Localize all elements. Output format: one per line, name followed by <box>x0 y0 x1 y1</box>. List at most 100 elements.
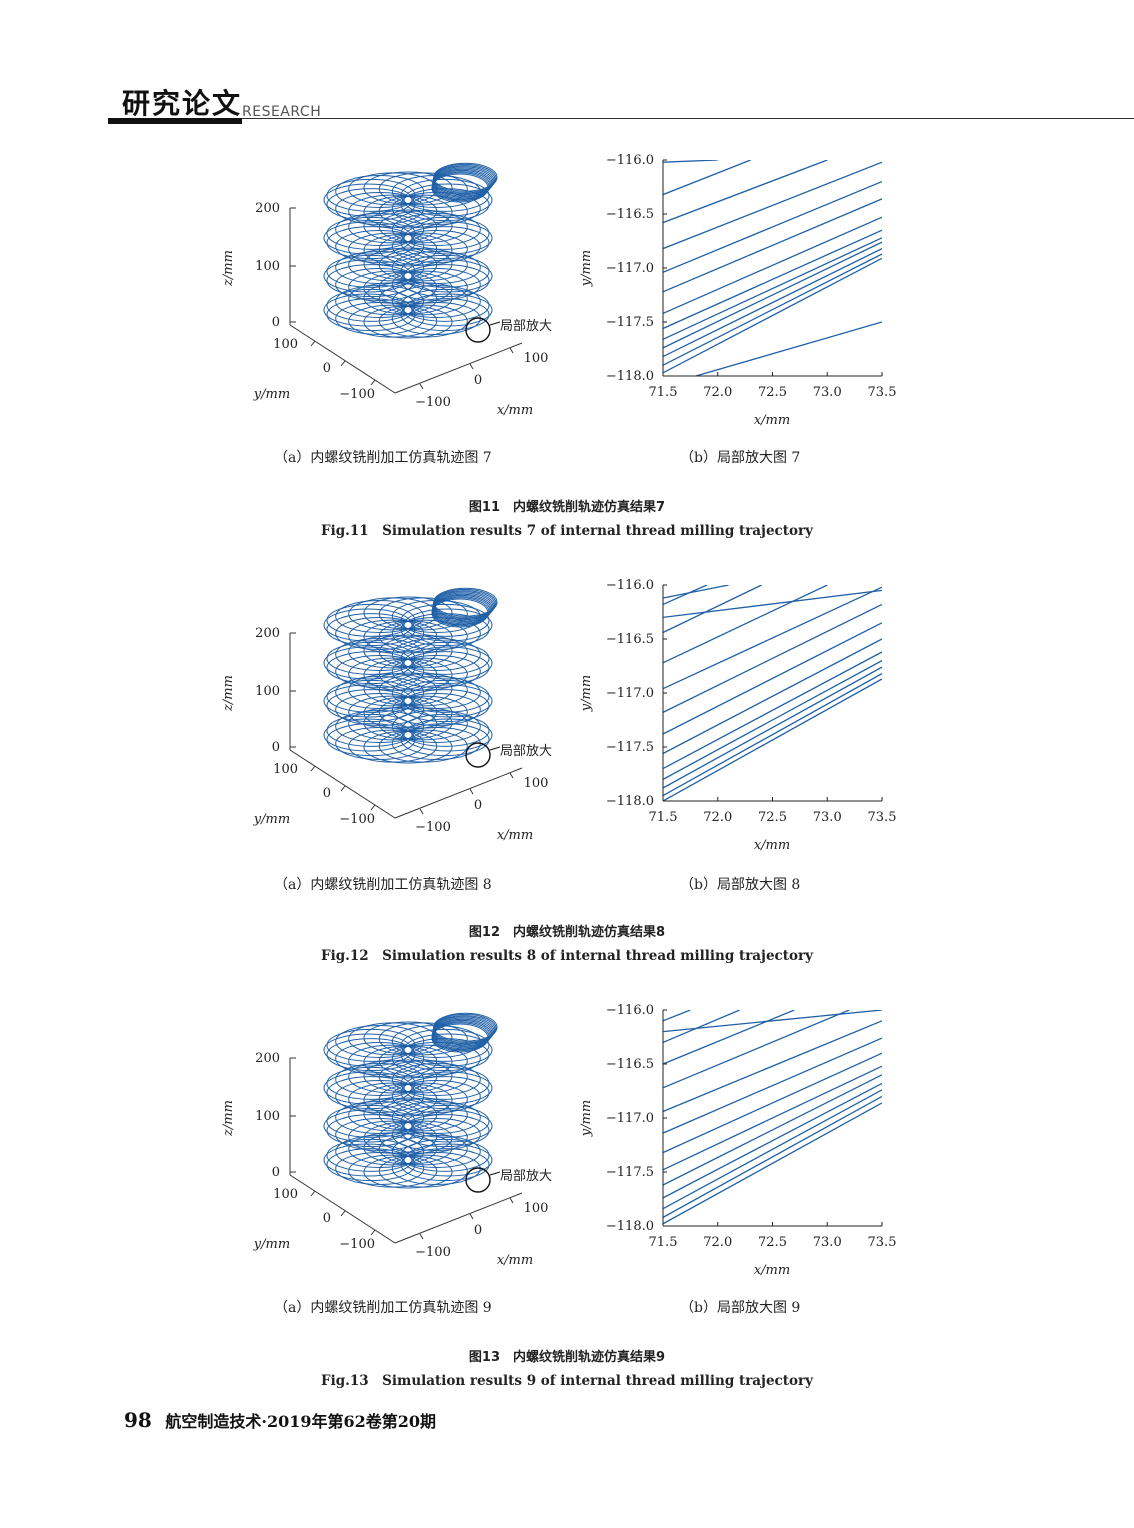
figure-caption-cn: 图11 内螺纹铣削轨迹仿真结果7 <box>468 500 666 515</box>
helix-loop <box>323 684 413 718</box>
x-tick-label: 73.5 <box>868 810 897 825</box>
helix-loop <box>378 1060 468 1094</box>
y-axis-label: y/mm <box>579 1100 594 1137</box>
y-axis-line <box>289 324 396 394</box>
series-line-13 <box>663 1102 882 1225</box>
journal-info: 航空制造技术·2019年第62卷第20期 <box>165 1412 437 1431</box>
z-tick-label: 200 <box>255 626 280 641</box>
y-tick-label: −100 <box>339 1237 375 1252</box>
helix-loop <box>400 216 490 250</box>
x-axis-label: x/mm <box>754 1263 790 1278</box>
series-line-11 <box>663 673 882 797</box>
x-tick <box>469 1213 474 1220</box>
helix-loop <box>391 1135 481 1168</box>
helix-loop <box>378 248 468 282</box>
x-tick <box>419 808 424 815</box>
y-tick <box>340 1210 346 1217</box>
helix-trajectory <box>323 1012 498 1189</box>
z-tick-label: 200 <box>255 1051 280 1066</box>
z-axis-label: z/mm <box>221 675 236 712</box>
page-number: 98 <box>124 1408 152 1432</box>
x-axis-line <box>394 1192 523 1244</box>
z-axis-label: z/mm <box>221 1100 236 1137</box>
z-tick-label: 0 <box>272 1165 280 1180</box>
x-tick-label: 73.0 <box>813 385 842 400</box>
y-tick-label: −100 <box>339 387 375 402</box>
series-line-7 <box>663 229 882 330</box>
helix-loop <box>403 293 493 327</box>
zoom-marker <box>465 742 491 768</box>
y-tick-label: −116.0 <box>606 1003 654 1018</box>
y-axis-label: y/mm <box>579 250 594 287</box>
zoom-marker <box>465 1167 491 1193</box>
x-tick <box>509 347 514 354</box>
y-tick-label: 100 <box>273 762 298 777</box>
series-line-5 <box>663 198 882 293</box>
helix-loop <box>335 302 425 335</box>
x-tick <box>419 383 424 390</box>
helix-loop <box>400 1028 490 1062</box>
helix-loop <box>400 254 490 288</box>
series-line-3 <box>663 161 882 250</box>
x-tick-label: 0 <box>474 373 482 388</box>
x-axis-label: x/mm <box>754 413 790 428</box>
helix-loop <box>378 673 468 707</box>
header-rule-accent <box>108 118 242 124</box>
helix-loop <box>403 221 493 255</box>
x-tick-label: 72.0 <box>703 385 732 400</box>
series-line-4 <box>663 180 882 273</box>
series-line-3 <box>663 585 828 664</box>
section-title-en: RESEARCH <box>242 104 322 120</box>
x-axis-line <box>394 342 523 394</box>
figure-plots: 200 100 0 100 0 −100 −100 0 100 z/mm y/mm x/mm 局部放大 −… <box>221 1003 897 1278</box>
helix-loop <box>391 285 481 318</box>
x-tick-label: 72.0 <box>703 1235 732 1250</box>
figure-11: 200 100 0 100 0 −100 −100 0 100 z/mm y/mm x/mm 局部放大 −… <box>0 150 1134 560</box>
series-line-6 <box>663 1037 882 1134</box>
y-tick <box>310 1190 316 1197</box>
helix-loop <box>391 213 481 246</box>
helix-loop <box>378 1132 468 1166</box>
x-tick-label: −100 <box>415 1245 451 1260</box>
zoom-leader <box>489 1171 501 1176</box>
zoom-marker <box>465 317 491 343</box>
y-tick-label: 100 <box>273 1187 298 1202</box>
figure-13: 200 100 0 100 0 −100 −100 0 100 z/mm y/mm x/mm 局部放大 −… <box>0 1000 1134 1410</box>
section-title: 研究论文 <box>122 87 243 120</box>
helix-loop <box>391 1063 481 1096</box>
x-tick-label: 73.5 <box>868 1235 897 1250</box>
helix-loop <box>323 259 413 293</box>
z-tick-label: 0 <box>272 740 280 755</box>
series-line-12 <box>663 1095 882 1218</box>
y-tick-label: −117.5 <box>606 1165 654 1180</box>
x-tick-label: 0 <box>474 798 482 813</box>
x-tick-label: 73.5 <box>868 385 897 400</box>
helix-loop <box>403 646 493 680</box>
figure-12: 200 100 0 100 0 −100 −100 0 100 z/mm y/mm x/mm 局部放大 −… <box>0 575 1134 985</box>
helix-loop <box>400 1104 490 1138</box>
page-footer: 98 航空制造技术·2019年第62卷第20期 <box>124 1408 436 1432</box>
series-line-2 <box>663 160 828 224</box>
x-tick <box>509 1197 514 1204</box>
y-tick-label: 100 <box>273 337 298 352</box>
helix-loop <box>323 1143 413 1177</box>
series-line-13 <box>663 160 718 163</box>
helix-loop <box>403 608 493 642</box>
y-tick-label: −116.0 <box>606 153 654 168</box>
y-tick-label: −118.0 <box>606 1219 654 1234</box>
series-line-12 <box>663 678 882 801</box>
x-tick <box>469 363 474 370</box>
helix-loop <box>433 162 498 192</box>
plot3d: 200 100 0 100 0 −100 −100 0 100 z/mm y/mm x/mm 局部放大 <box>221 162 552 418</box>
y-tick-label: −116.0 <box>606 578 654 593</box>
y-tick <box>370 1229 376 1236</box>
helix-loop <box>400 1138 490 1172</box>
helix-loop <box>378 210 468 244</box>
x-tick-label: 100 <box>524 1201 549 1216</box>
helix-loop <box>400 641 490 675</box>
series-line-6 <box>663 622 882 735</box>
helix-loop <box>391 710 481 743</box>
helix-loop <box>432 1018 493 1048</box>
x-tick-label: 100 <box>524 351 549 366</box>
series-line-1 <box>663 585 708 605</box>
